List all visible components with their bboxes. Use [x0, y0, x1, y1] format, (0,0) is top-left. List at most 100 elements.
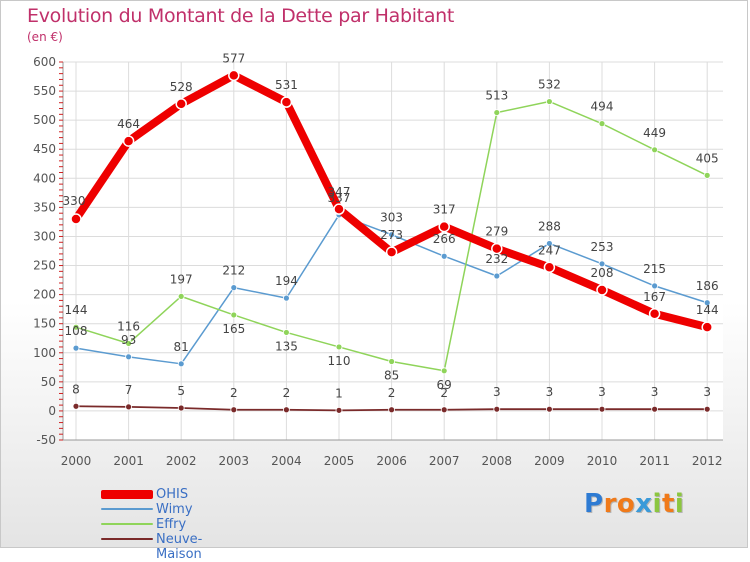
- logo-letter: r: [603, 489, 617, 519]
- data-point-wimy: [651, 282, 658, 290]
- legend-swatch-neuve-maison: [101, 538, 153, 540]
- y-tick-label: 250: [33, 259, 56, 273]
- data-point-neuve-maison: [282, 406, 290, 414]
- data-point-ohis: [70, 213, 82, 225]
- data-label-effry: 116: [117, 319, 140, 333]
- data-point-neuve-maison: [440, 406, 448, 414]
- data-point-ohis: [175, 98, 187, 110]
- data-label-effry: 405: [696, 151, 719, 165]
- data-label-ohis: 279: [485, 225, 508, 239]
- data-label-ohis: 144: [696, 303, 719, 317]
- data-label-neuve-maison: 3: [546, 385, 554, 399]
- data-point-effry: [493, 109, 501, 116]
- data-label-effry: 513: [485, 89, 508, 103]
- data-label-effry: 69: [437, 378, 452, 392]
- data-label-ohis: 531: [275, 78, 298, 92]
- legend-label-wimy: Wimy: [156, 502, 193, 517]
- logo-letter: t: [661, 489, 675, 519]
- data-label-ohis: 347: [328, 185, 351, 199]
- data-label-effry: 449: [643, 126, 666, 140]
- data-label-neuve-maison: 2: [283, 386, 291, 400]
- data-point-neuve-maison: [72, 402, 80, 410]
- x-tick-label: 2000: [61, 454, 92, 468]
- data-label-neuve-maison: 3: [598, 385, 606, 399]
- data-point-effry: [440, 367, 448, 375]
- data-label-effry: 532: [538, 78, 561, 92]
- data-point-neuve-maison: [388, 406, 396, 414]
- data-point-wimy: [177, 360, 185, 368]
- data-label-effry: 85: [384, 368, 399, 382]
- legend-label-ohis: OHIS: [156, 487, 189, 502]
- y-tick-label: 0: [48, 404, 56, 418]
- x-tick-label: 2007: [429, 454, 460, 468]
- data-point-effry: [72, 323, 80, 331]
- data-label-wimy: 194: [275, 274, 298, 288]
- y-tick-label: 100: [33, 346, 56, 360]
- x-tick-label: 2011: [639, 454, 670, 468]
- data-label-ohis: 528: [170, 80, 193, 94]
- data-point-ohis: [543, 261, 556, 274]
- data-point-wimy: [230, 284, 238, 292]
- data-label-wimy: 266: [433, 232, 456, 246]
- y-tick-label: 550: [33, 84, 56, 98]
- data-label-neuve-maison: 1: [335, 386, 343, 400]
- data-label-effry: 165: [222, 322, 245, 336]
- x-tick-label: 2012: [692, 454, 723, 468]
- data-label-ohis: 317: [433, 203, 456, 217]
- data-label-wimy: 288: [538, 219, 561, 233]
- proxiti-logo: Proxiti: [584, 489, 684, 519]
- data-point-ohis: [228, 69, 240, 82]
- y-tick-label: -50: [36, 433, 56, 447]
- data-label-ohis: 208: [591, 266, 614, 280]
- data-point-wimy: [72, 344, 80, 352]
- data-point-effry: [546, 98, 553, 105]
- data-label-ohis: 247: [538, 243, 561, 257]
- data-point-effry: [177, 292, 185, 300]
- data-label-neuve-maison: 3: [651, 385, 659, 399]
- data-point-effry: [651, 146, 658, 154]
- data-label-effry: 110: [328, 354, 351, 368]
- data-label-neuve-maison: 3: [493, 385, 501, 399]
- legend-swatch-effry: [101, 523, 153, 525]
- data-point-neuve-maison: [335, 406, 343, 414]
- data-point-effry: [703, 171, 711, 179]
- data-point-neuve-maison: [493, 405, 501, 413]
- y-tick-label: 350: [33, 200, 56, 214]
- data-point-wimy: [493, 272, 501, 280]
- data-point-neuve-maison: [598, 405, 606, 413]
- data-label-effry: 144: [65, 303, 88, 317]
- x-tick-label: 2009: [534, 454, 565, 468]
- data-point-wimy: [125, 353, 132, 361]
- legend-label-effry: Effry: [156, 517, 187, 532]
- data-point-neuve-maison: [703, 405, 711, 413]
- data-label-neuve-maison: 2: [230, 386, 238, 400]
- data-point-neuve-maison: [546, 405, 553, 413]
- logo-letter: i: [674, 489, 685, 519]
- chart-subtitle: (en €): [27, 30, 63, 44]
- data-point-ohis: [596, 284, 608, 296]
- data-label-ohis: 464: [117, 117, 140, 131]
- x-tick-label: 2010: [587, 454, 618, 468]
- data-point-wimy: [546, 240, 553, 247]
- data-label-ohis: 577: [222, 51, 245, 65]
- data-label-wimy: 232: [485, 252, 508, 266]
- y-tick-label: 400: [33, 171, 56, 185]
- data-label-wimy: 186: [696, 279, 719, 293]
- data-point-neuve-maison: [651, 405, 658, 413]
- data-label-ohis: 273: [380, 228, 403, 242]
- data-label-wimy: 253: [591, 240, 614, 254]
- y-tick-label: 50: [41, 375, 56, 389]
- legend-swatch-wimy: [101, 508, 153, 510]
- chart-title: Evolution du Montant de la Dette par Hab…: [27, 5, 455, 27]
- data-point-neuve-maison: [230, 406, 238, 414]
- x-tick-label: 2008: [482, 454, 513, 468]
- data-point-ohis: [385, 246, 398, 258]
- data-label-wimy: 215: [643, 262, 666, 276]
- logo-letter: i: [652, 489, 662, 519]
- x-tick-label: 2006: [376, 454, 407, 468]
- logo-letter: P: [584, 489, 604, 519]
- data-label-neuve-maison: 8: [72, 382, 80, 396]
- line-chart: -50 0 50 100 150 200 250 300 350 400 450 500 550 600 2…: [33, 51, 723, 468]
- data-point-effry: [230, 311, 238, 319]
- data-label-neuve-maison: 2: [388, 386, 396, 400]
